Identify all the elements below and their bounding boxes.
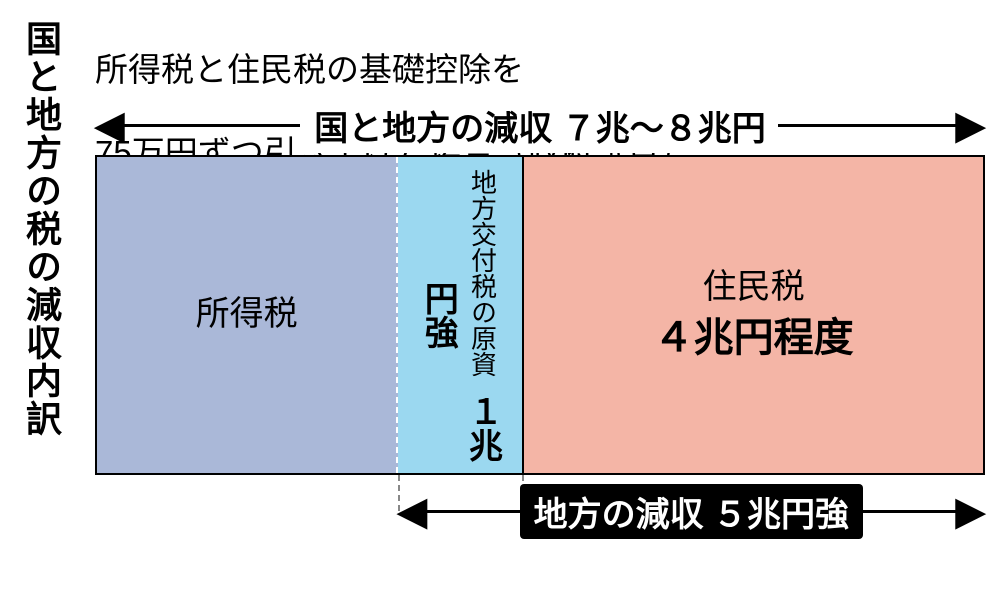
local-grant-line1: 地方交付税の原資: [467, 169, 497, 377]
bottom-range-bar: ◀ 地方の減収 ５兆円強 ▶: [398, 486, 985, 536]
resident-tax-label: 住民税 ４兆円程度: [654, 265, 854, 365]
segment-resident-tax: 住民税 ４兆円程度: [522, 157, 983, 473]
local-grant-label: 地方交付税の原資 １兆円強: [416, 157, 504, 473]
top-range-bar: ◀ 国と地方の減収 ７兆～８兆円 ▶: [95, 100, 985, 150]
segment-income-tax: 所得税: [97, 157, 398, 473]
segment-local-grant: 地方交付税の原資 １兆円強: [398, 157, 522, 473]
vertical-title: 国と地方の税の減収内訳: [15, 20, 67, 438]
tax-breakdown-chart: 所得税 地方交付税の原資 １兆円強 住民税 ４兆円程度: [95, 155, 985, 475]
arrow-right-icon: ▶: [956, 103, 985, 148]
bottom-range-label: 地方の減収 ５兆円強: [520, 484, 863, 539]
arrow-left-icon: ◀: [95, 103, 124, 148]
income-tax-label: 所得税: [196, 292, 298, 338]
resident-tax-line1: 住民税: [703, 268, 805, 306]
arrow-left-icon: ◀: [398, 489, 427, 534]
resident-tax-value: ４兆円程度: [654, 316, 854, 360]
top-range-label: 国と地方の減収 ７兆～８兆円: [300, 98, 779, 153]
arrow-right-icon: ▶: [956, 489, 985, 534]
subtitle-line1: 所得税と住民税の基礎控除を: [95, 51, 524, 88]
